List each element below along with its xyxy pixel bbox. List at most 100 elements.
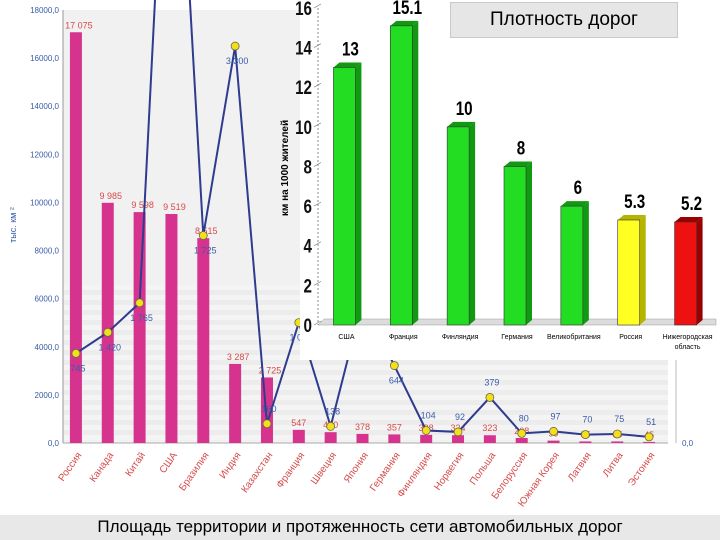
left-tick-label: 18000,0 xyxy=(30,6,59,15)
right-tick-label: 0,0 xyxy=(682,439,694,448)
density-bar xyxy=(503,166,527,326)
plot-shade-band xyxy=(63,425,668,430)
area-bar xyxy=(197,238,210,443)
area-bar xyxy=(101,202,114,443)
density-tick-label: 4 xyxy=(304,235,313,257)
density-tick-mark xyxy=(313,281,322,286)
density-bar-top xyxy=(447,121,476,127)
density-tick-label: 10 xyxy=(295,116,312,138)
density-category-label: Нижегородская xyxy=(663,334,713,341)
density-bar-top xyxy=(390,20,419,26)
density-bar-side xyxy=(526,161,532,325)
road-length-marker xyxy=(421,426,431,435)
page-caption: Площадь территории и протяженность сети … xyxy=(97,517,623,536)
density-tick-mark xyxy=(313,320,322,326)
area-bar xyxy=(483,435,496,443)
road-length-marker xyxy=(389,361,399,370)
density-bar xyxy=(674,221,697,326)
area-category-label: Казахстан xyxy=(240,450,276,495)
density-bar xyxy=(333,67,356,326)
road-length-label: 160 xyxy=(261,404,276,414)
area-bar xyxy=(452,435,465,443)
road-length-marker xyxy=(517,428,527,438)
density-bar-top xyxy=(674,216,703,222)
road-length-label: 80 xyxy=(519,413,529,423)
left-tick-label: 12000,0 xyxy=(30,150,59,159)
left-tick-label: 8000,0 xyxy=(35,247,60,256)
plot-shade-band xyxy=(63,430,668,435)
caption-bar xyxy=(0,515,720,540)
area-category-label: Норвегия xyxy=(432,450,466,492)
area-category-label: Индия xyxy=(218,450,244,481)
area-bar-label: 9 985 xyxy=(99,191,122,201)
plot-shade-band xyxy=(63,380,668,385)
plot-shade-band xyxy=(63,370,668,375)
area-category-label: Канада xyxy=(88,450,117,484)
density-bar-top xyxy=(560,201,589,207)
plot-shade-band xyxy=(63,375,668,380)
left-tick-label: 14000,0 xyxy=(30,102,59,111)
plot-shade-band xyxy=(63,360,668,365)
density-bar-label: 13 xyxy=(342,38,359,60)
density-bar-label: 15.1 xyxy=(393,0,423,18)
density-tick-label: 2 xyxy=(304,275,312,297)
area-bar xyxy=(579,441,592,443)
plot-shade-band xyxy=(63,405,668,410)
area-bar xyxy=(229,363,242,443)
area-bar-label: 378 xyxy=(355,422,370,432)
density-tick-mark xyxy=(313,3,322,9)
road-length-marker xyxy=(644,432,654,442)
road-density-title: Плотность дорог xyxy=(450,2,678,38)
area-category-label: Латвия xyxy=(566,450,594,483)
density-tick-label: 6 xyxy=(304,195,312,217)
density-bar xyxy=(617,219,641,326)
density-tick-label: 16 xyxy=(295,0,312,19)
density-bar-side xyxy=(412,20,419,326)
plot-shade-band xyxy=(63,390,668,395)
road-length-label: 1 725 xyxy=(194,246,217,256)
left-tick-label: 6000,0 xyxy=(35,295,60,304)
area-category-label: Польша xyxy=(468,450,499,487)
density-bar-top xyxy=(333,62,362,68)
road-length-marker xyxy=(71,348,81,358)
density-bar-top xyxy=(617,214,646,220)
road-length-label: 138 xyxy=(325,406,340,416)
area-category-label: Россия xyxy=(57,450,85,483)
density-tick-label: 0 xyxy=(304,314,312,336)
density-axis-label: км на 1000 жителей xyxy=(280,120,291,216)
area-bar xyxy=(324,432,337,443)
area-bar xyxy=(611,441,624,443)
density-tick-mark xyxy=(313,122,322,128)
area-category-label: США xyxy=(158,450,180,475)
density-bar xyxy=(560,205,584,326)
area-bar-label: 2 725 xyxy=(259,365,282,375)
area-bar xyxy=(292,429,305,443)
area-bar-label: 8 515 xyxy=(195,226,218,236)
road-length-marker xyxy=(485,393,495,402)
left-tick-label: 10000,0 xyxy=(30,198,59,207)
left-tick-label: 2000,0 xyxy=(35,391,60,400)
left-tick-label: 4000,0 xyxy=(35,343,60,352)
density-bar-side xyxy=(696,216,703,325)
area-bar xyxy=(420,434,433,443)
area-bar xyxy=(133,212,146,443)
density-bar-label: 10 xyxy=(456,97,473,119)
plot-shade-band xyxy=(63,365,668,370)
road-length-label: 104 xyxy=(421,410,436,420)
road-length-marker xyxy=(549,426,558,436)
density-tick-mark xyxy=(313,82,322,88)
area-category-label: Бразилия xyxy=(177,450,212,493)
density-bar-label: 8 xyxy=(517,137,526,159)
density-category-label: Россия xyxy=(619,334,642,341)
road-length-marker xyxy=(453,427,463,437)
density-tick-mark xyxy=(313,162,322,167)
density-bar-label: 5.2 xyxy=(681,192,702,214)
road-length-label: 97 xyxy=(551,411,561,421)
density-bar-label: 6 xyxy=(574,176,582,198)
density-category-label: Финляндия xyxy=(442,334,479,341)
left-tick-label: 0,0 xyxy=(48,439,60,448)
density-bar-side xyxy=(355,62,362,325)
plot-shade-band xyxy=(63,410,668,415)
left-tick-label: 16000,0 xyxy=(30,54,59,63)
area-category-label: Китай xyxy=(124,450,149,478)
